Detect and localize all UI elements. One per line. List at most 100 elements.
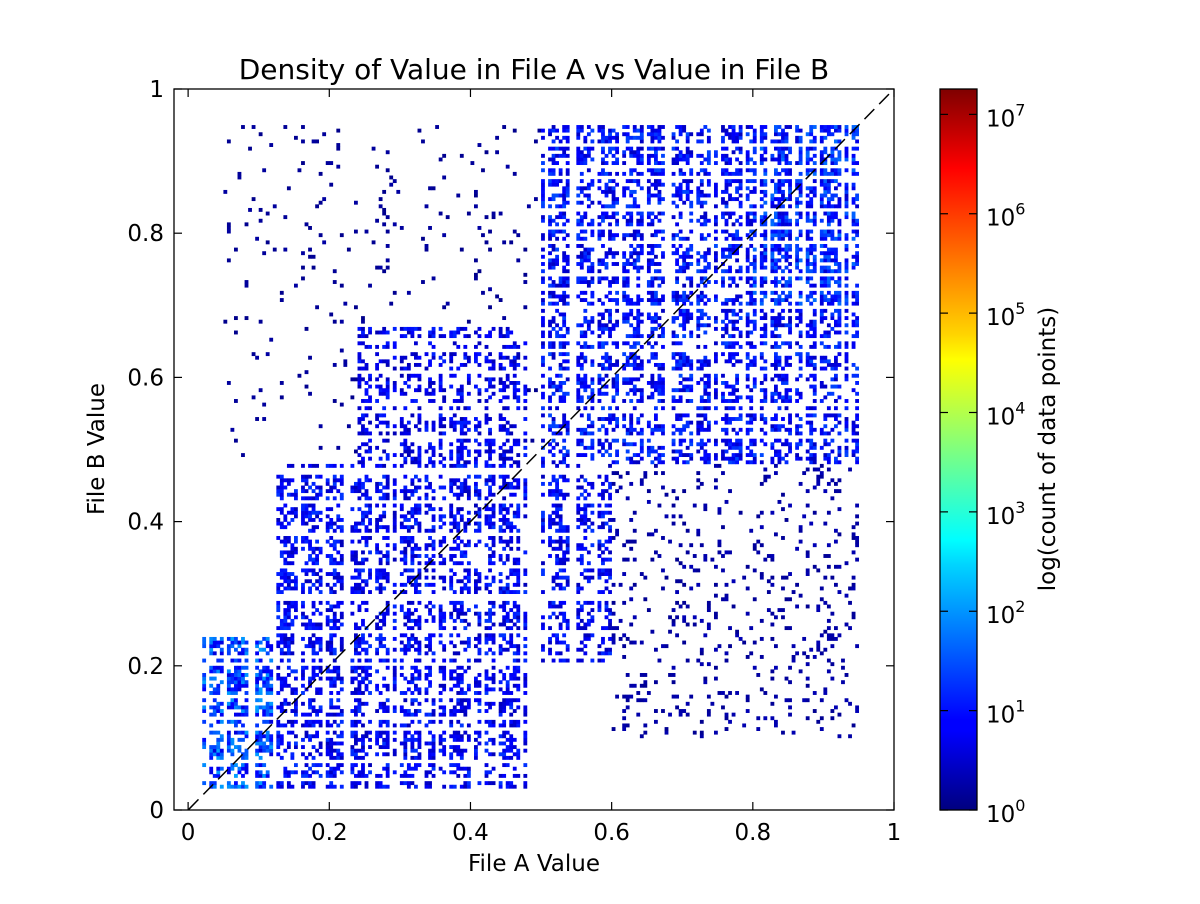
heatmap-cell	[466, 474, 471, 479]
heatmap-cell	[512, 485, 517, 490]
heatmap-cell	[452, 784, 457, 789]
heatmap-cell	[583, 355, 588, 360]
heatmap-cell	[283, 525, 288, 530]
heatmap-cell	[318, 579, 323, 584]
heatmap-cell	[576, 611, 581, 616]
heatmap-cell	[565, 539, 570, 544]
heatmap-cell	[403, 737, 408, 742]
heatmap-cell	[502, 384, 507, 389]
heatmap-cell	[279, 568, 284, 573]
heatmap-cell	[438, 669, 443, 674]
heatmap-cell	[452, 658, 457, 663]
heatmap-cell	[491, 719, 496, 724]
heatmap-cell	[463, 784, 468, 789]
heatmap-cell	[632, 683, 637, 688]
heatmap-cell	[336, 600, 341, 605]
heatmap-cell	[601, 244, 605, 248]
heatmap-cell	[650, 449, 655, 454]
heatmap-cell	[410, 550, 415, 555]
heatmap-cell	[382, 326, 387, 331]
heatmap-cell	[283, 615, 288, 620]
heatmap-cell	[661, 254, 665, 259]
heatmap-cell	[428, 640, 432, 645]
heatmap-cell	[354, 784, 358, 789]
heatmap-cell	[512, 604, 517, 609]
heatmap-cell	[586, 146, 591, 151]
heatmap-cell	[406, 518, 411, 522]
heatmap-cell	[548, 233, 552, 238]
heatmap-cell	[516, 687, 521, 692]
heatmap-cell	[304, 773, 309, 778]
heatmap-cell	[615, 377, 620, 382]
heatmap-cell	[258, 673, 263, 677]
heatmap-cell	[445, 215, 450, 220]
heatmap-cell	[301, 665, 305, 670]
heatmap-cell	[452, 399, 457, 403]
heatmap-cell	[403, 546, 408, 551]
heatmap-cell	[474, 521, 478, 526]
heatmap-cell	[611, 399, 616, 403]
heatmap-cell	[565, 463, 570, 468]
heatmap-cell	[579, 330, 584, 335]
heatmap-cell	[498, 557, 503, 562]
heatmap-cell	[505, 377, 510, 382]
heatmap-cell	[484, 586, 489, 591]
heatmap-cell	[650, 251, 655, 256]
heatmap-cell	[516, 665, 521, 670]
heatmap-cell	[279, 492, 284, 497]
heatmap-cell	[234, 673, 238, 677]
heatmap-cell	[579, 399, 584, 403]
heatmap-cell	[361, 622, 365, 627]
heatmap-cell	[604, 600, 609, 605]
heatmap-cell	[625, 179, 630, 184]
heatmap-cell	[512, 572, 517, 576]
heatmap-cell	[502, 355, 507, 360]
heatmap-cell	[265, 651, 270, 656]
heatmap-cell	[329, 525, 334, 530]
heatmap-cell	[403, 554, 408, 558]
heatmap-cell	[329, 752, 334, 757]
heatmap-cell	[625, 262, 630, 266]
heatmap-cell	[241, 712, 245, 717]
heatmap-cell	[583, 427, 588, 432]
heatmap-cell	[378, 525, 383, 530]
heatmap-cell	[286, 586, 291, 591]
heatmap-cell	[417, 525, 422, 530]
heatmap-cell	[399, 489, 404, 494]
heatmap-cell	[632, 262, 637, 266]
heatmap-cell	[279, 647, 284, 652]
heatmap-cell	[371, 240, 376, 245]
heatmap-cell	[385, 330, 390, 335]
heatmap-cell	[646, 532, 651, 537]
heatmap-cell	[558, 352, 563, 357]
heatmap-cell	[562, 460, 567, 465]
heatmap-cell	[509, 546, 514, 551]
heatmap-cell	[357, 384, 362, 389]
heatmap-cell	[368, 575, 372, 580]
heatmap-cell	[431, 276, 436, 281]
heatmap-cell	[361, 712, 365, 717]
heatmap-cell	[378, 784, 383, 789]
heatmap-cell	[516, 651, 521, 656]
heatmap-cell	[477, 683, 482, 688]
heatmap-cell	[484, 691, 489, 695]
heatmap-cell	[586, 125, 591, 129]
heatmap-cell	[368, 283, 372, 288]
heatmap-cell	[579, 179, 584, 184]
heatmap-cell	[488, 305, 492, 310]
heatmap-cell	[417, 590, 422, 595]
heatmap-cell	[657, 334, 662, 339]
heatmap-cell	[301, 514, 305, 519]
heatmap-cell	[417, 456, 422, 461]
heatmap-cell	[385, 456, 390, 461]
heatmap-cell	[417, 651, 422, 656]
heatmap-cell	[608, 442, 612, 447]
heatmap-cell	[625, 258, 630, 263]
heatmap-cell	[315, 572, 320, 576]
heatmap-cell	[357, 352, 362, 357]
heatmap-cell	[668, 712, 672, 717]
heatmap-cell	[294, 669, 298, 674]
heatmap-cell	[364, 427, 369, 432]
heatmap-cell	[541, 572, 545, 576]
heatmap-cell	[364, 640, 369, 645]
